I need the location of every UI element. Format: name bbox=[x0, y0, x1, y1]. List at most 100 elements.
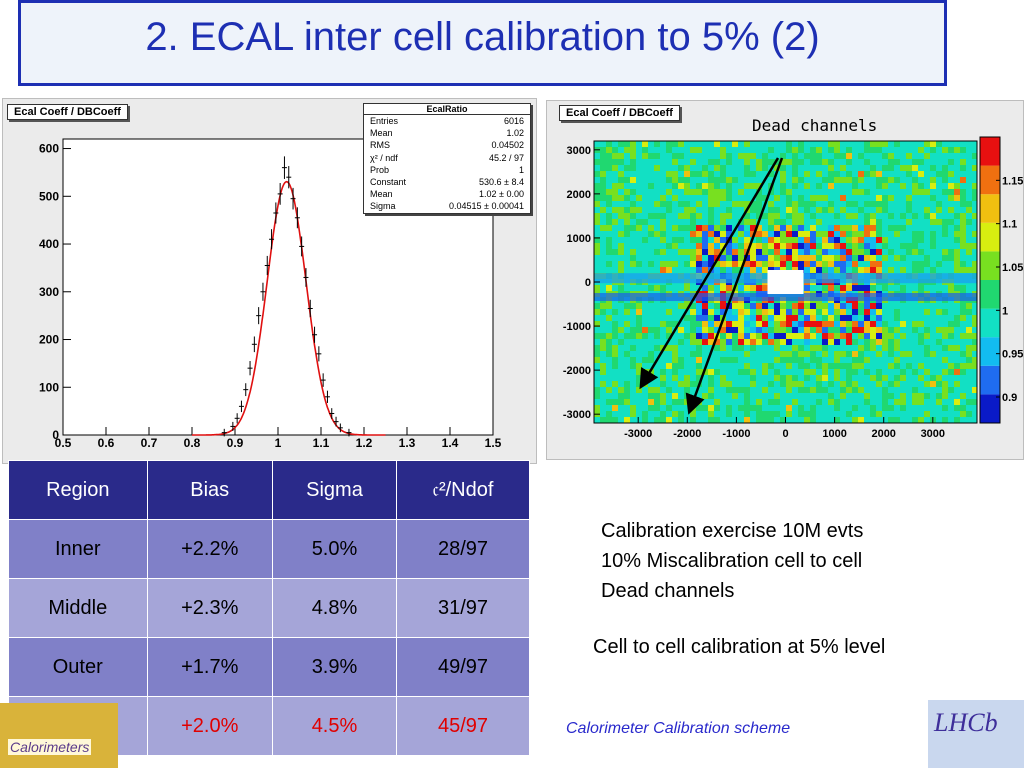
heatmap-cell bbox=[840, 363, 846, 369]
heatmap-cell bbox=[726, 177, 732, 183]
heatmap-cell bbox=[756, 321, 762, 327]
heatmap-cell bbox=[654, 159, 660, 165]
heatmap-cell bbox=[660, 285, 666, 291]
heatmap-cell bbox=[786, 153, 792, 159]
heatmap-cell bbox=[840, 369, 846, 375]
heatmap-cell bbox=[642, 399, 648, 405]
heatmap-cell bbox=[852, 195, 858, 201]
data-point bbox=[264, 255, 270, 276]
heatmap-cell bbox=[768, 195, 774, 201]
heatmap-cell bbox=[792, 309, 798, 315]
heatmap-cell bbox=[654, 249, 660, 255]
heatmap-cell bbox=[606, 267, 612, 273]
heatmap-cell bbox=[606, 381, 612, 387]
heatmap-cell bbox=[876, 195, 882, 201]
heatmap-cell bbox=[678, 393, 684, 399]
heatmap-cell bbox=[630, 183, 636, 189]
heatmap-cell bbox=[930, 213, 936, 219]
heatmap-cell bbox=[960, 207, 966, 213]
heatmap-cell bbox=[690, 333, 696, 339]
heatmap-cell bbox=[924, 363, 930, 369]
heatmap-cell bbox=[636, 243, 642, 249]
heatmap-cell bbox=[906, 225, 912, 231]
heatmap-cell bbox=[684, 333, 690, 339]
heatmap-cell bbox=[750, 381, 756, 387]
heatmap-cell bbox=[672, 375, 678, 381]
heatmap-cell bbox=[924, 303, 930, 309]
heatmap-cell bbox=[786, 177, 792, 183]
heatmap-cell bbox=[708, 141, 714, 147]
heatmap-cell bbox=[654, 195, 660, 201]
heatmap-cell bbox=[732, 159, 738, 165]
heatmap-cell bbox=[654, 411, 660, 417]
heatmap-cell bbox=[942, 285, 948, 291]
heatmap-cell bbox=[672, 351, 678, 357]
heatmap-cell bbox=[666, 171, 672, 177]
heatmap-cell bbox=[864, 381, 870, 387]
heatmap-cell bbox=[918, 243, 924, 249]
heatmap-cell bbox=[678, 159, 684, 165]
heatmap-cell bbox=[660, 177, 666, 183]
heatmap-cell bbox=[594, 357, 600, 363]
heatmap-cell bbox=[912, 207, 918, 213]
heatmap-cell bbox=[870, 381, 876, 387]
heatmap-cell bbox=[750, 369, 756, 375]
heatmap-cell bbox=[894, 153, 900, 159]
heatmap-cell bbox=[780, 171, 786, 177]
heatmap-cell bbox=[720, 399, 726, 405]
heatmap-cell bbox=[852, 207, 858, 213]
heatmap-cell bbox=[738, 267, 744, 273]
heatmap-cell bbox=[648, 411, 654, 417]
heatmap-cell bbox=[888, 393, 894, 399]
heatmap-cell bbox=[906, 213, 912, 219]
heatmap-cell bbox=[882, 171, 888, 177]
heatmap-cell bbox=[612, 249, 618, 255]
heatmap-cell bbox=[876, 255, 882, 261]
heatmap-cell bbox=[912, 357, 918, 363]
heatmap-cell bbox=[774, 375, 780, 381]
heatmap-cell bbox=[960, 345, 966, 351]
heatmap-cell bbox=[954, 225, 960, 231]
heatmap-cell bbox=[810, 333, 816, 339]
heatmap-cell bbox=[756, 399, 762, 405]
heatmap-cell bbox=[900, 375, 906, 381]
heatmap-cell bbox=[906, 147, 912, 153]
heatmap-cell bbox=[804, 393, 810, 399]
histogram-title: Ecal Coeff / DBCoeff bbox=[7, 104, 128, 120]
heatmap-cell bbox=[960, 201, 966, 207]
heatmap-cell bbox=[624, 201, 630, 207]
heatmap-cell bbox=[888, 267, 894, 273]
heatmap-cell bbox=[894, 237, 900, 243]
heatmap-cell bbox=[912, 213, 918, 219]
heatmap-cell bbox=[660, 411, 666, 417]
heatmap-cell bbox=[900, 171, 906, 177]
heatmap-cell bbox=[750, 417, 756, 423]
heatmap-cell bbox=[606, 327, 612, 333]
heatmap-cell bbox=[828, 165, 834, 171]
heatmap-cell bbox=[660, 141, 666, 147]
heatmap-cell bbox=[630, 189, 636, 195]
heatmap-cell bbox=[648, 243, 654, 249]
heatmap-cell bbox=[792, 339, 798, 345]
heatmap-cell bbox=[744, 351, 750, 357]
heatmap-cell bbox=[870, 183, 876, 189]
heatmap-cell bbox=[762, 213, 768, 219]
logo-right-text: LHCb bbox=[934, 708, 998, 737]
heatmap-cell bbox=[636, 201, 642, 207]
heatmap-cell bbox=[726, 183, 732, 189]
heatmap-cell bbox=[750, 249, 756, 255]
heatmap-cell bbox=[822, 369, 828, 375]
heatmap-cell bbox=[888, 381, 894, 387]
heatmap-cell bbox=[636, 153, 642, 159]
heatmap-cell bbox=[702, 303, 708, 309]
heatmap-cell bbox=[906, 411, 912, 417]
heatmap-cell bbox=[606, 285, 612, 291]
heatmap-cell bbox=[624, 219, 630, 225]
table-cell: +2.0% bbox=[146, 696, 273, 756]
heatmap-cell bbox=[762, 411, 768, 417]
heatmap-cell bbox=[828, 219, 834, 225]
heatmap-cell bbox=[966, 159, 972, 165]
heatmap-cell bbox=[918, 399, 924, 405]
heatmap-cell bbox=[828, 357, 834, 363]
heatmap-cell bbox=[714, 195, 720, 201]
